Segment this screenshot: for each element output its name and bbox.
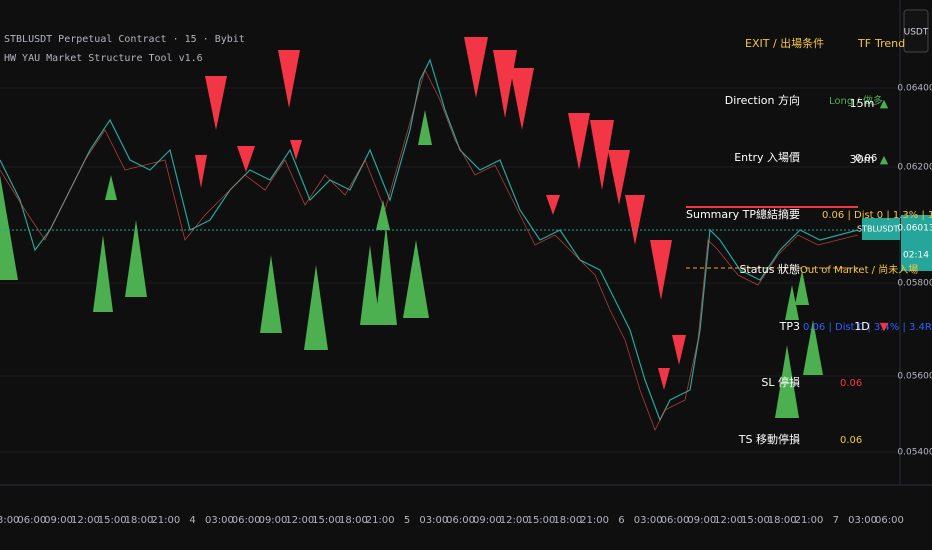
- price-trace: [0, 68, 859, 431]
- trend-timeframe: 15m: [850, 97, 875, 110]
- time-label: 18:00: [125, 515, 154, 526]
- time-label: 12:00: [500, 515, 529, 526]
- panel-row-value: Out of Market / 尚未入場: [800, 263, 918, 276]
- time-label: 7: [833, 515, 839, 526]
- time-label: 03:00: [634, 515, 663, 526]
- trend-arrow: ▲: [880, 97, 889, 110]
- time-label: 18:00: [553, 515, 582, 526]
- time-label: 03:00: [848, 515, 877, 526]
- time-label: 09:00: [473, 515, 502, 526]
- time-label: 15:00: [98, 515, 127, 526]
- panel-row-value: 0.06: [840, 378, 862, 389]
- panel-row-value: 0.06 | Dist 0 | 1.3% | 1.39R: [822, 210, 932, 221]
- panel-row-label: Entry 入場價: [734, 150, 800, 164]
- time-label: 12:00: [71, 515, 100, 526]
- time-label: 06:00: [875, 515, 904, 526]
- time-label: 18:00: [768, 515, 797, 526]
- trend-timeframe: 30m: [850, 153, 875, 166]
- time-label: 5: [404, 515, 410, 526]
- time-label: 03:00: [419, 515, 448, 526]
- time-label: 09:00: [687, 515, 716, 526]
- time-label: 06:00: [17, 515, 46, 526]
- time-label: 09:00: [259, 515, 288, 526]
- time-label: 12:00: [714, 515, 743, 526]
- time-label: 15:00: [312, 515, 341, 526]
- countdown: 02:14: [903, 251, 929, 261]
- time-label: 12:00: [285, 515, 314, 526]
- price-label: 0.06200: [897, 163, 932, 173]
- trend-arrow: ▲: [880, 153, 889, 166]
- time-label: 09:00: [44, 515, 73, 526]
- panel-row-value: Long / 做多: [829, 94, 883, 107]
- panel-row-label: Status 狀態: [739, 262, 800, 276]
- trend-arrow: ▼: [880, 320, 889, 333]
- buy-markers: [0, 110, 823, 418]
- panel-row-label: TS 移動停損: [738, 432, 800, 446]
- symbol-title: STBLUSDT Perpetual Contract · 15 · Bybit: [4, 34, 245, 45]
- time-label: 4: [189, 515, 195, 526]
- time-label: 03:00: [0, 515, 19, 526]
- time-label: 21:00: [580, 515, 609, 526]
- time-label: 18:00: [339, 515, 368, 526]
- panel-row-label: TP3: [779, 320, 800, 333]
- time-label: 06:00: [446, 515, 475, 526]
- time-label: 15:00: [527, 515, 556, 526]
- panel-row-label: Direction 方向: [725, 93, 800, 107]
- price-label: 0.06400: [897, 84, 932, 94]
- panel-row-value: 0.06: [855, 153, 877, 164]
- currency-button[interactable]: [903, 9, 929, 53]
- price-label: 0.05600: [897, 372, 932, 382]
- panel-title: EXIT / 出場条件: [745, 36, 824, 50]
- panel-column: TF: [857, 37, 871, 50]
- time-label: 6: [618, 515, 624, 526]
- price-label: 0.05800: [897, 279, 932, 289]
- currency-label: USDT: [904, 28, 929, 38]
- panel-column: Trend: [874, 37, 905, 50]
- panel-row-value: 0.06 | Dist 0 | 3.4% | 3.4R: [803, 322, 932, 333]
- trend-timeframe: 1D: [854, 320, 869, 333]
- time-label: 06:00: [232, 515, 261, 526]
- panel-row-label: SL 停損: [761, 375, 800, 389]
- current-price-bg: [901, 215, 932, 271]
- time-label: 06:00: [661, 515, 690, 526]
- indicator-name: HW YAU Market Structure Tool v1.6: [4, 53, 203, 64]
- time-label: 15:00: [741, 515, 770, 526]
- sell-markers: [195, 37, 686, 390]
- time-label: 21:00: [151, 515, 180, 526]
- panel-row-label: Summary TP總結摘要: [686, 207, 800, 221]
- time-label: 03:00: [205, 515, 234, 526]
- price-trace: [0, 58, 859, 422]
- symbol-tag: STBLUSDT.P: [857, 225, 905, 234]
- panel-row-value: 0.06: [840, 435, 862, 446]
- price-label: 0.05400: [897, 448, 932, 458]
- symbol-tag-bg: [862, 218, 900, 240]
- grid: [0, 87, 900, 453]
- time-label: 21:00: [795, 515, 824, 526]
- time-label: 21:00: [366, 515, 395, 526]
- current-price: 0.06013: [897, 224, 932, 234]
